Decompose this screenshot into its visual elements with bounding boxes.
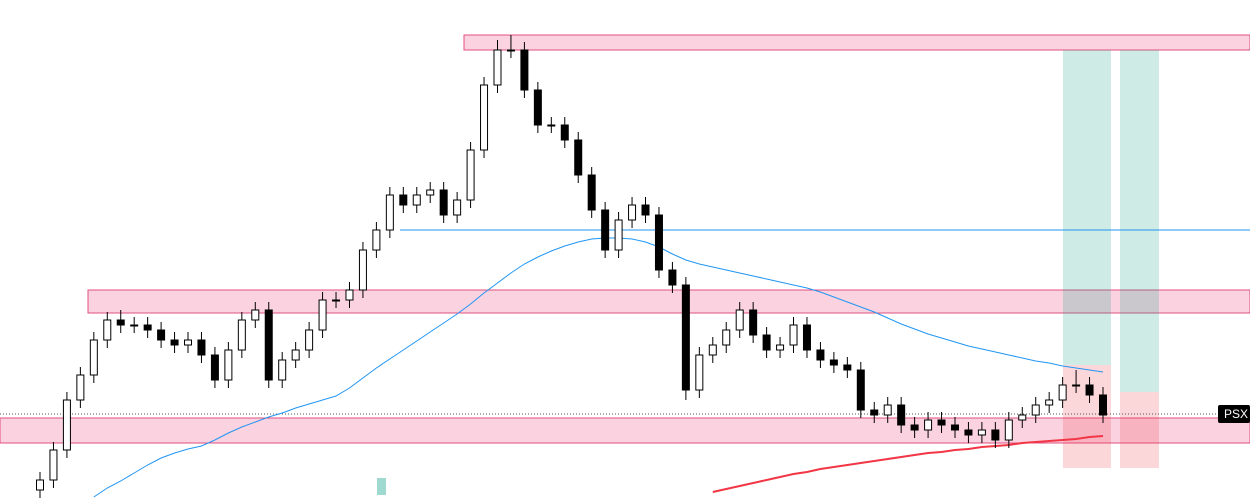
candle-body <box>587 174 596 211</box>
candle-body <box>856 369 865 411</box>
candle-body <box>264 309 273 381</box>
candle-body <box>278 359 287 381</box>
target-zone <box>1120 50 1159 392</box>
volume-marker <box>377 478 386 495</box>
zone <box>463 34 1250 51</box>
candle-body <box>116 319 125 326</box>
candle-body <box>628 204 637 221</box>
candle-body <box>601 209 610 251</box>
candle-body <box>520 49 529 91</box>
candle-body <box>480 84 489 151</box>
zone <box>87 289 1250 314</box>
candle-body <box>36 479 44 491</box>
candle-body <box>722 329 731 346</box>
target-zone <box>1063 50 1111 365</box>
candle-body <box>318 299 327 331</box>
zone <box>0 417 1250 444</box>
candle-body <box>547 124 556 127</box>
candle-body <box>749 309 758 336</box>
candle-body <box>130 324 139 327</box>
candle-body <box>426 189 435 196</box>
candle-body <box>574 139 583 176</box>
candle-body <box>843 364 852 371</box>
candle-body <box>1004 419 1013 441</box>
stop-zone <box>1120 392 1159 468</box>
candle-body <box>210 354 219 381</box>
candle-body <box>345 289 354 301</box>
candle-body <box>305 329 314 351</box>
candle-body <box>883 404 892 416</box>
candle-body <box>789 324 798 346</box>
candle-body <box>1072 384 1081 387</box>
candle-body <box>910 424 919 431</box>
candle-body <box>991 429 1000 441</box>
candle-body <box>332 299 341 302</box>
candle-body <box>681 284 690 391</box>
candle-body <box>816 349 825 361</box>
candle-body <box>143 324 152 331</box>
candle-body <box>466 149 475 201</box>
candle-body <box>251 309 260 321</box>
candle-body <box>49 449 58 481</box>
candle-body <box>1058 384 1067 401</box>
candle-body <box>197 339 206 356</box>
candle-body <box>453 199 462 216</box>
candle-body <box>829 359 838 366</box>
candle-body <box>950 424 959 431</box>
candle-body <box>157 329 166 341</box>
candle-body <box>870 409 879 416</box>
candle-body <box>184 339 193 346</box>
candle-body <box>103 319 112 341</box>
candle-body <box>762 334 771 351</box>
candle-body <box>776 344 785 351</box>
candle-body <box>533 89 542 126</box>
indicator-line <box>93 237 1104 498</box>
candle-body <box>170 339 179 346</box>
indicator-line <box>712 435 1104 493</box>
candle-body <box>964 429 973 436</box>
candle-body <box>897 404 906 426</box>
candle-body <box>1045 399 1054 406</box>
candle-body <box>439 189 448 216</box>
candle-body <box>358 249 367 291</box>
candle-body <box>1099 394 1107 416</box>
candle-body <box>89 339 98 376</box>
candle-body <box>695 354 704 391</box>
candle-body <box>506 49 515 52</box>
candle-body <box>291 349 300 361</box>
stop-zone <box>1063 365 1111 468</box>
candle-body <box>412 194 421 206</box>
candle-body <box>937 419 946 426</box>
candle-body <box>924 419 933 431</box>
candle-body <box>614 219 623 251</box>
candle-body <box>385 194 394 231</box>
candle-body <box>802 324 811 351</box>
candle-body <box>237 319 246 351</box>
candle-body <box>399 194 408 206</box>
candle-body <box>708 344 717 356</box>
candle-body <box>1018 414 1027 421</box>
candle-body <box>641 204 650 216</box>
candle-body <box>493 49 502 86</box>
candle-body <box>735 309 744 331</box>
price-label-bg <box>1218 405 1250 423</box>
candle-body <box>76 374 85 401</box>
candle-body <box>977 429 986 436</box>
candle-body <box>1031 404 1040 416</box>
candle-body <box>560 124 569 141</box>
candle-body <box>668 269 677 286</box>
candle-body <box>372 229 381 251</box>
candle-body <box>224 349 233 381</box>
candle-body <box>654 214 663 271</box>
price-label: PSX <box>1224 407 1248 421</box>
candle-body <box>1085 384 1094 396</box>
candle-body <box>62 399 71 451</box>
